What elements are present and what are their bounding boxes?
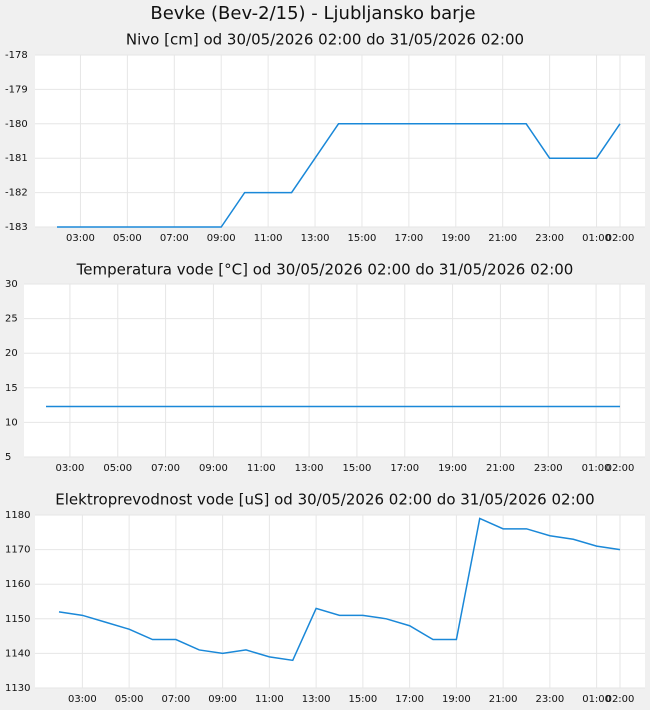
x-tick-label: 05:00: [115, 694, 144, 705]
x-tick-label: 17:00: [390, 463, 419, 474]
y-tick-label: -180: [5, 119, 28, 130]
x-tick-label: 13:00: [302, 694, 331, 705]
x-tick-label: 05:00: [113, 233, 142, 244]
x-tick-label: 21:00: [488, 233, 517, 244]
x-tick-label: 23:00: [535, 233, 564, 244]
y-tick-label: 1140: [5, 648, 30, 659]
x-tick-label: 01:00: [582, 233, 611, 244]
x-tick-label: 03:00: [68, 694, 97, 705]
x-tick-label: 02:00: [606, 233, 635, 244]
x-tick-label: 23:00: [535, 694, 564, 705]
y-tick-label: -178: [5, 50, 28, 61]
y-tick-label: 10: [5, 417, 18, 428]
plot-area: [24, 284, 645, 457]
x-tick-label: 19:00: [441, 233, 470, 244]
y-tick-label: -183: [5, 222, 28, 233]
x-tick-label: 03:00: [56, 463, 85, 474]
y-tick-label: 1150: [5, 614, 30, 625]
x-tick-label: 15:00: [343, 463, 372, 474]
x-tick-label: 21:00: [489, 694, 518, 705]
x-tick-label: 19:00: [438, 463, 467, 474]
y-tick-label: -181: [5, 153, 28, 164]
x-tick-label: 01:00: [582, 463, 611, 474]
data-line: [57, 123, 621, 228]
data-line: [58, 517, 621, 662]
x-tick-label: 13:00: [301, 233, 330, 244]
x-tick-label: 23:00: [534, 463, 563, 474]
y-tick-label: -179: [5, 84, 28, 95]
plot-area: [35, 515, 645, 688]
chart-subtitle: Temperatura vode [°C] od 30/05/2026 02:0…: [76, 261, 574, 279]
x-tick-label: 03:00: [66, 233, 95, 244]
x-tick-label: 07:00: [161, 694, 190, 705]
x-tick-label: 21:00: [486, 463, 515, 474]
x-tick-label: 17:00: [395, 694, 424, 705]
y-tick-label: -182: [5, 188, 28, 199]
y-tick-label: 30: [5, 279, 18, 290]
x-tick-label: 13:00: [295, 463, 324, 474]
x-tick-label: 15:00: [348, 694, 377, 705]
chart-title: Bevke (Bev-2/15) - Ljubljansko barje: [150, 3, 475, 24]
x-tick-label: 11:00: [254, 233, 283, 244]
plot-area: [35, 55, 645, 227]
x-tick-label: 07:00: [160, 233, 189, 244]
y-tick-label: 5: [5, 452, 11, 463]
y-tick-label: 1130: [5, 683, 30, 694]
x-tick-label: 05:00: [103, 463, 132, 474]
y-tick-label: 25: [5, 314, 18, 325]
y-tick-label: 1160: [5, 579, 30, 590]
x-tick-label: 19:00: [442, 694, 471, 705]
y-tick-label: 1170: [5, 545, 30, 556]
y-tick-label: 15: [5, 383, 18, 394]
chart-subtitle: Elektroprevodnost vode [uS] od 30/05/202…: [55, 491, 594, 509]
x-tick-label: 09:00: [207, 233, 236, 244]
x-tick-label: 09:00: [199, 463, 228, 474]
y-tick-label: 20: [5, 348, 18, 359]
y-tick-label: 1180: [5, 510, 30, 521]
x-tick-label: 15:00: [348, 233, 377, 244]
x-tick-label: 09:00: [208, 694, 237, 705]
x-tick-label: 02:00: [606, 694, 635, 705]
chart-subtitle: Nivo [cm] od 30/05/2026 02:00 do 31/05/2…: [126, 31, 524, 49]
x-tick-label: 17:00: [394, 233, 423, 244]
x-tick-label: 11:00: [247, 463, 276, 474]
x-tick-label: 11:00: [255, 694, 284, 705]
x-tick-label: 01:00: [582, 694, 611, 705]
x-tick-label: 02:00: [606, 463, 635, 474]
x-tick-label: 07:00: [151, 463, 180, 474]
